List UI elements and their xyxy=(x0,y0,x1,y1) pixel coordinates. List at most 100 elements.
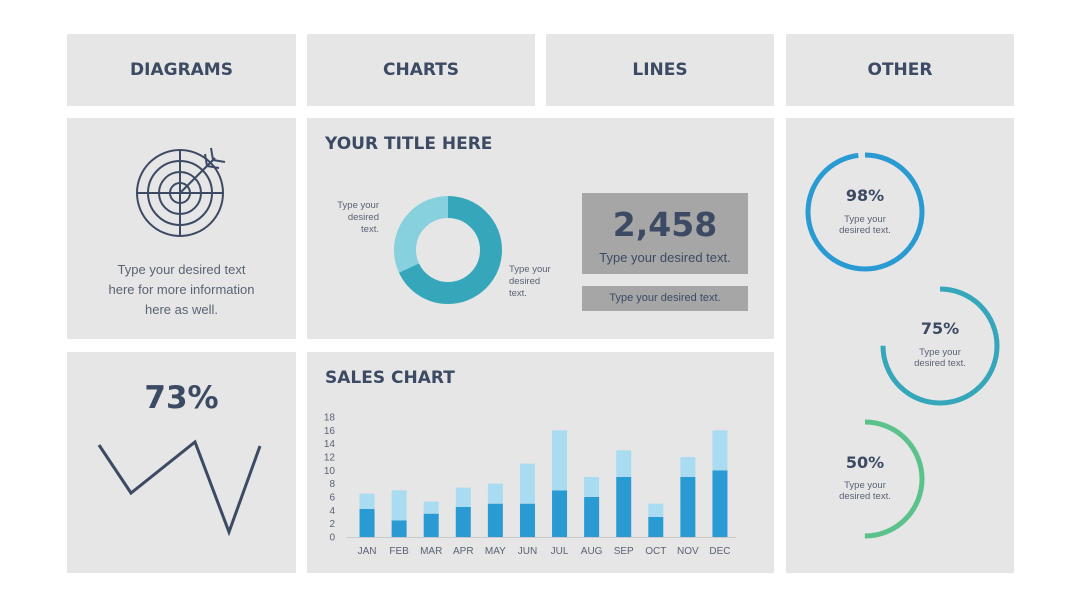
ring-arc xyxy=(880,286,1000,406)
bar-jul xyxy=(552,430,568,491)
progress-rings xyxy=(805,152,1000,539)
x-tick-label: APR xyxy=(453,546,474,557)
target-text-line: here for more information xyxy=(108,282,255,297)
donut-label-left: Type your desired text. xyxy=(317,200,379,236)
bar-jun xyxy=(519,463,535,504)
bar-mar xyxy=(423,513,439,537)
stat-box: 2,458 Type your desired text. xyxy=(582,193,748,274)
bar-oct xyxy=(648,517,664,537)
donut-label-left-line: Type your xyxy=(337,200,379,211)
rings-card: 98% Type your desired text. 75% Type you… xyxy=(786,118,1014,573)
bar-nov xyxy=(680,457,696,477)
tab-other[interactable]: OTHER xyxy=(786,34,1014,106)
bar-dec xyxy=(712,470,728,537)
title-card: YOUR TITLE HERE Type your desired text. … xyxy=(307,118,774,339)
stat-subcaption: Type your desired text. xyxy=(609,292,721,304)
y-tick-label: 2 xyxy=(329,519,335,530)
x-tick-label: JAN xyxy=(358,546,377,557)
target-text-line: here as well. xyxy=(145,302,218,317)
ring-caption-line: desired text. xyxy=(839,491,891,502)
tab-charts-label: CHARTS xyxy=(382,60,460,80)
bar-mar xyxy=(423,501,439,514)
ring-caption-line: desired text. xyxy=(914,358,966,369)
bar-apr xyxy=(455,487,471,507)
y-tick-label: 16 xyxy=(324,426,336,437)
y-tick-label: 10 xyxy=(324,466,336,477)
x-tick-label: FEB xyxy=(389,546,409,557)
ring-arc xyxy=(805,152,925,272)
donut-label-right-line: Type your xyxy=(509,264,551,275)
sales-card: SALES CHART 0 2 4 6 8 10 12 14 16 18 JAN FEB MAR APR M… xyxy=(307,352,774,573)
y-tick-label: 6 xyxy=(329,493,335,504)
donut-label-right: Type your desired text. xyxy=(509,264,569,300)
ring-percent-50: 50% xyxy=(845,453,885,472)
x-tick-label: JUL xyxy=(551,546,569,557)
zigzag-line xyxy=(97,439,262,537)
stat-subbox: Type your desired text. xyxy=(582,286,748,311)
target-card: Type your desired text here for more inf… xyxy=(67,118,296,339)
y-tick-label: 0 xyxy=(329,533,335,544)
ring-caption-98: Type your desired text. xyxy=(825,214,905,236)
bar-feb xyxy=(391,490,407,521)
donut-label-left-line: text. xyxy=(361,224,379,235)
tab-lines[interactable]: LINES xyxy=(546,34,774,106)
bar-dec xyxy=(712,430,728,471)
stat-value: 2,458 xyxy=(612,205,718,244)
ring-caption-line: desired text. xyxy=(839,225,891,236)
bar-nov xyxy=(680,477,696,537)
x-tick-label: JUN xyxy=(518,546,537,557)
donut-label-left-line: desired xyxy=(347,212,379,223)
target-text: Type your desired text here for more inf… xyxy=(67,260,296,320)
y-tick-label: 12 xyxy=(324,453,336,464)
tab-charts[interactable]: CHARTS xyxy=(307,34,535,106)
x-tick-label: MAY xyxy=(485,546,506,557)
y-tick-label: 4 xyxy=(329,506,335,517)
x-tick-label: DEC xyxy=(709,546,730,557)
sales-bar-chart: 0 2 4 6 8 10 12 14 16 18 JAN FEB MAR APR MAY JUN JUL AUG S… xyxy=(324,413,736,557)
target-icon xyxy=(136,147,226,237)
bar-jun xyxy=(519,503,535,537)
bar-sep xyxy=(616,477,632,537)
donut-segment xyxy=(394,196,502,304)
bar-aug xyxy=(584,477,600,497)
tab-diagrams[interactable]: DIAGRAMS xyxy=(67,34,296,106)
line-card-percent: 73% xyxy=(144,380,219,416)
bar-feb xyxy=(391,520,407,537)
sales-chart-title: SALES CHART xyxy=(325,368,455,388)
x-tick-label: OCT xyxy=(645,546,666,557)
bar-apr xyxy=(455,507,471,537)
bar-jan xyxy=(359,509,375,537)
ring-caption-50: Type your desired text. xyxy=(825,480,905,502)
donut-label-right-line: desired xyxy=(509,276,541,287)
tab-diagrams-label: DIAGRAMS xyxy=(130,60,233,80)
stat-caption: Type your desired text. xyxy=(599,250,731,265)
ring-percent-98: 98% xyxy=(845,186,885,205)
x-tick-label: AUG xyxy=(581,546,603,557)
bar-jul xyxy=(552,490,568,537)
y-tick-label: 8 xyxy=(329,479,335,490)
x-tick-label: MAR xyxy=(420,546,442,557)
title-card-title: YOUR TITLE HERE xyxy=(325,134,493,154)
line-card: 73% xyxy=(67,352,296,573)
bar-jan xyxy=(359,493,375,509)
zigzag-line-path xyxy=(97,439,262,537)
tab-lines-label: LINES xyxy=(632,60,688,80)
bar-may xyxy=(487,503,503,537)
y-tick-label: 18 xyxy=(324,413,336,424)
bar-may xyxy=(487,483,503,504)
y-tick-label: 14 xyxy=(324,439,336,450)
x-tick-label: NOV xyxy=(677,546,699,557)
ring-caption-line: Type your xyxy=(844,480,886,491)
bar-sep xyxy=(616,450,632,477)
target-text-line: Type your desired text xyxy=(117,262,246,277)
ring-caption-75: Type your desired text. xyxy=(900,347,980,369)
tab-other-label: OTHER xyxy=(867,60,933,80)
bar-oct xyxy=(648,503,664,517)
ring-caption-line: Type your xyxy=(919,347,961,358)
ring-percent-75: 75% xyxy=(920,319,960,338)
ring-caption-line: Type your xyxy=(844,214,886,225)
donut-label-right-line: text. xyxy=(509,288,527,299)
bar-aug xyxy=(584,497,600,537)
x-tick-label: SEP xyxy=(614,546,634,557)
ring-arc xyxy=(805,419,925,539)
